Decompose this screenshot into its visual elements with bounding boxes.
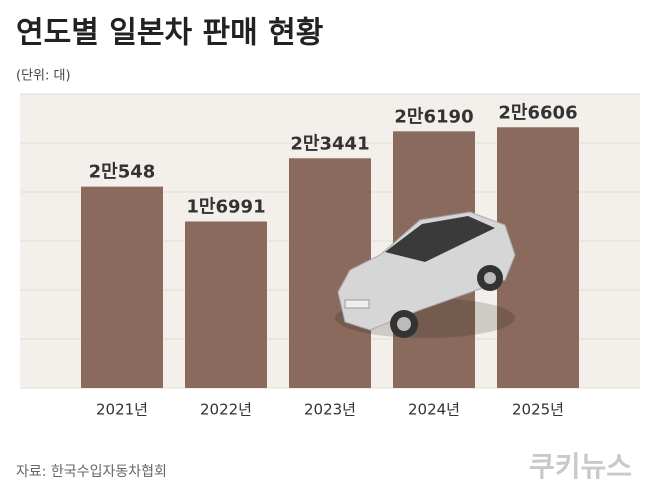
car-illustration [335, 211, 516, 338]
source: 자료: 한국수입자동차협회 [16, 464, 167, 480]
value-label: 2만548 [89, 162, 156, 183]
x-tick-label: 2024년 [408, 401, 460, 419]
value-label: 2만6190 [394, 106, 473, 127]
value-label: 2만6606 [498, 102, 577, 123]
bar [81, 186, 163, 388]
x-tick-label: 2025년 [512, 401, 564, 419]
value-label: 1만6991 [186, 196, 265, 217]
x-tick-label: 2022년 [200, 401, 252, 419]
value-label: 2만3441 [290, 133, 369, 154]
logo: 쿠키뉴스 [529, 450, 632, 483]
unit-note: (단위: 대) [16, 69, 71, 84]
x-tick-label: 2021년 [96, 401, 148, 419]
x-tick-label: 2023년 [304, 401, 356, 419]
chart-title: 연도별 일본차 판매 현황 [16, 16, 323, 51]
bar [185, 221, 267, 388]
